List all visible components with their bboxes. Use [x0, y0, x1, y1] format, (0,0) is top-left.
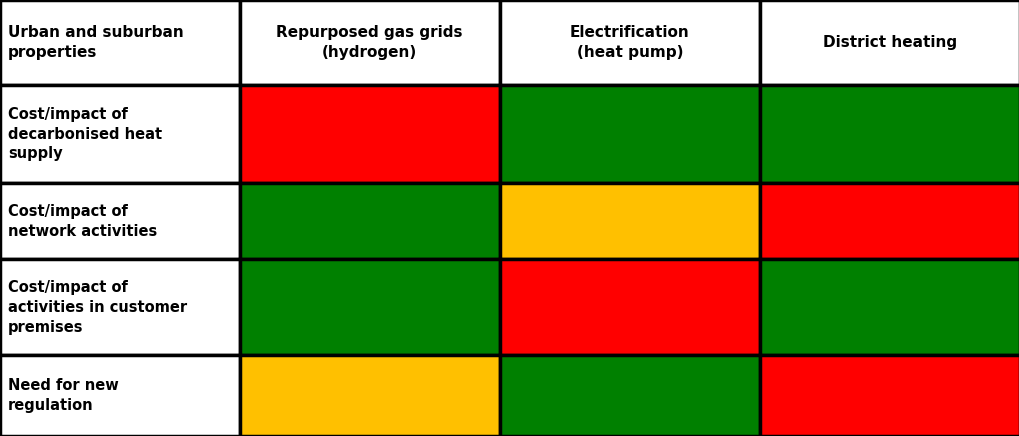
- Bar: [499, 85, 759, 183]
- Text: Cost/impact of
network activities: Cost/impact of network activities: [8, 204, 157, 238]
- Bar: [0, 355, 239, 436]
- Text: District heating: District heating: [822, 35, 956, 50]
- Bar: [759, 85, 1019, 183]
- Text: Need for new
regulation: Need for new regulation: [8, 378, 119, 413]
- Text: Cost/impact of
decarbonised heat
supply: Cost/impact of decarbonised heat supply: [8, 107, 162, 161]
- Bar: [239, 85, 499, 183]
- Bar: [239, 259, 499, 355]
- Bar: [0, 259, 239, 355]
- Bar: [239, 355, 499, 436]
- Bar: [499, 355, 759, 436]
- Bar: [759, 183, 1019, 259]
- Bar: [499, 183, 759, 259]
- Bar: [499, 259, 759, 355]
- Text: Cost/impact of
activities in customer
premises: Cost/impact of activities in customer pr…: [8, 280, 187, 335]
- Bar: [499, 0, 759, 85]
- Bar: [759, 259, 1019, 355]
- Bar: [0, 183, 239, 259]
- Text: Urban and suburban
properties: Urban and suburban properties: [8, 25, 183, 60]
- Text: Electrification
(heat pump): Electrification (heat pump): [570, 25, 689, 60]
- Bar: [759, 0, 1019, 85]
- Bar: [759, 355, 1019, 436]
- Bar: [239, 183, 499, 259]
- Bar: [239, 0, 499, 85]
- Bar: [0, 85, 239, 183]
- Text: Repurposed gas grids
(hydrogen): Repurposed gas grids (hydrogen): [276, 25, 463, 60]
- Bar: [0, 0, 239, 85]
